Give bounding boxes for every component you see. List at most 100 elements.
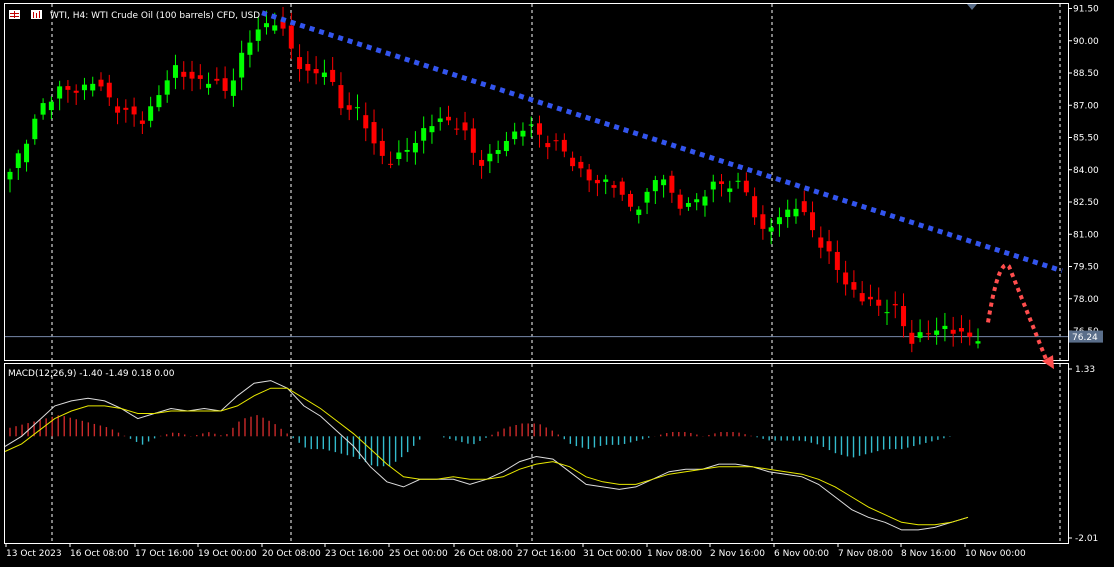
signal-line	[4, 387, 969, 526]
candle-body	[421, 128, 427, 141]
candle	[644, 188, 650, 215]
candle	[909, 320, 915, 353]
candle-body	[619, 181, 625, 195]
candle-body	[876, 299, 882, 306]
time-tick-label: 16 Oct 08:00	[70, 549, 129, 559]
price-tick-label: 88.50	[1073, 69, 1099, 79]
candle-body	[272, 25, 278, 31]
candle-body	[404, 149, 410, 152]
macd-title: MACD(12,26,9) -1.40 -1.49 0.18 0.00	[8, 369, 175, 379]
candle	[967, 319, 973, 346]
candle	[570, 151, 576, 172]
candle	[537, 115, 543, 148]
candle	[892, 291, 898, 319]
candle-body	[702, 196, 708, 206]
time-axis: 13 Oct 2023 16 Oct 08:00 17 Oct 16:00 19 Oc…	[5, 543, 1026, 559]
candle	[305, 51, 311, 84]
candle-body	[429, 126, 435, 133]
candle	[884, 299, 890, 326]
candle	[388, 151, 394, 169]
candle-body	[379, 140, 385, 156]
current-price-label: 76.24	[1072, 333, 1098, 343]
candle-body	[363, 115, 369, 129]
candle	[131, 97, 137, 127]
candle-body	[611, 185, 617, 188]
candle-body	[561, 139, 567, 152]
candle-body	[884, 312, 890, 314]
candle	[619, 177, 625, 201]
candle	[338, 72, 344, 116]
candle-body	[859, 293, 865, 302]
candle-body	[239, 52, 245, 78]
candle	[768, 218, 774, 245]
candle-body	[520, 130, 526, 137]
candle	[603, 174, 609, 195]
candle-body	[98, 79, 104, 87]
candle	[396, 140, 402, 166]
candle	[313, 56, 319, 85]
candle	[776, 207, 782, 237]
candle-body	[470, 128, 476, 153]
candle-body	[462, 122, 468, 131]
candle	[354, 94, 360, 121]
candle	[843, 260, 849, 296]
candle	[421, 116, 427, 154]
candle	[330, 57, 336, 86]
time-tick-label: 13 Oct 2023	[6, 549, 62, 559]
candle	[694, 193, 700, 211]
candle	[437, 107, 443, 131]
chart-settings-icon[interactable]	[31, 10, 42, 19]
candle-body	[148, 106, 154, 121]
macd-tick-label: 1.33	[1075, 365, 1095, 375]
candle-body	[479, 159, 485, 166]
candle-body	[139, 120, 145, 124]
candle	[876, 287, 882, 316]
candle-body	[164, 80, 170, 95]
candle-body	[644, 191, 650, 203]
candle	[164, 70, 170, 103]
candle-body	[156, 95, 162, 108]
candle	[156, 85, 162, 112]
candle-body	[925, 333, 931, 335]
candle-body	[454, 128, 460, 130]
candle	[785, 199, 791, 228]
candle	[735, 172, 741, 189]
candle-body	[321, 72, 327, 78]
candle	[15, 149, 21, 180]
chart-window-icon[interactable]	[9, 10, 20, 19]
candle-body	[48, 101, 54, 111]
projection-arrow	[986, 263, 1054, 370]
candle	[239, 40, 245, 91]
candle	[363, 102, 369, 142]
candle	[801, 190, 807, 216]
time-tick-label: 20 Oct 08:00	[262, 549, 321, 559]
candle-body	[867, 296, 873, 300]
candle-body	[131, 106, 137, 115]
symbol-title: WTI, H4: WTI Crude Oil (100 barrels) CFD…	[50, 11, 260, 21]
price-tick-label: 87.00	[1073, 101, 1099, 111]
candle	[371, 109, 377, 155]
candle	[445, 105, 451, 126]
candle-body	[32, 118, 38, 140]
candle	[528, 116, 534, 138]
candle	[578, 156, 584, 178]
time-tick-label: 27 Oct 16:00	[517, 549, 576, 559]
candle	[710, 174, 716, 203]
candle-body	[818, 237, 824, 248]
candle-body	[263, 23, 269, 28]
candle	[743, 172, 749, 196]
candle	[462, 111, 468, 141]
candle	[917, 319, 923, 343]
candle	[793, 198, 799, 224]
candle-body	[834, 251, 840, 270]
time-tick-label: 10 Nov 00:00	[965, 549, 1026, 559]
candle-body	[206, 83, 212, 88]
time-tick-label: 23 Oct 16:00	[325, 549, 384, 559]
scroll-marker-icon[interactable]	[967, 4, 977, 10]
candle	[834, 240, 840, 283]
candle	[586, 163, 592, 193]
candle	[669, 170, 675, 203]
candle-body	[189, 71, 195, 79]
candle	[752, 187, 758, 225]
